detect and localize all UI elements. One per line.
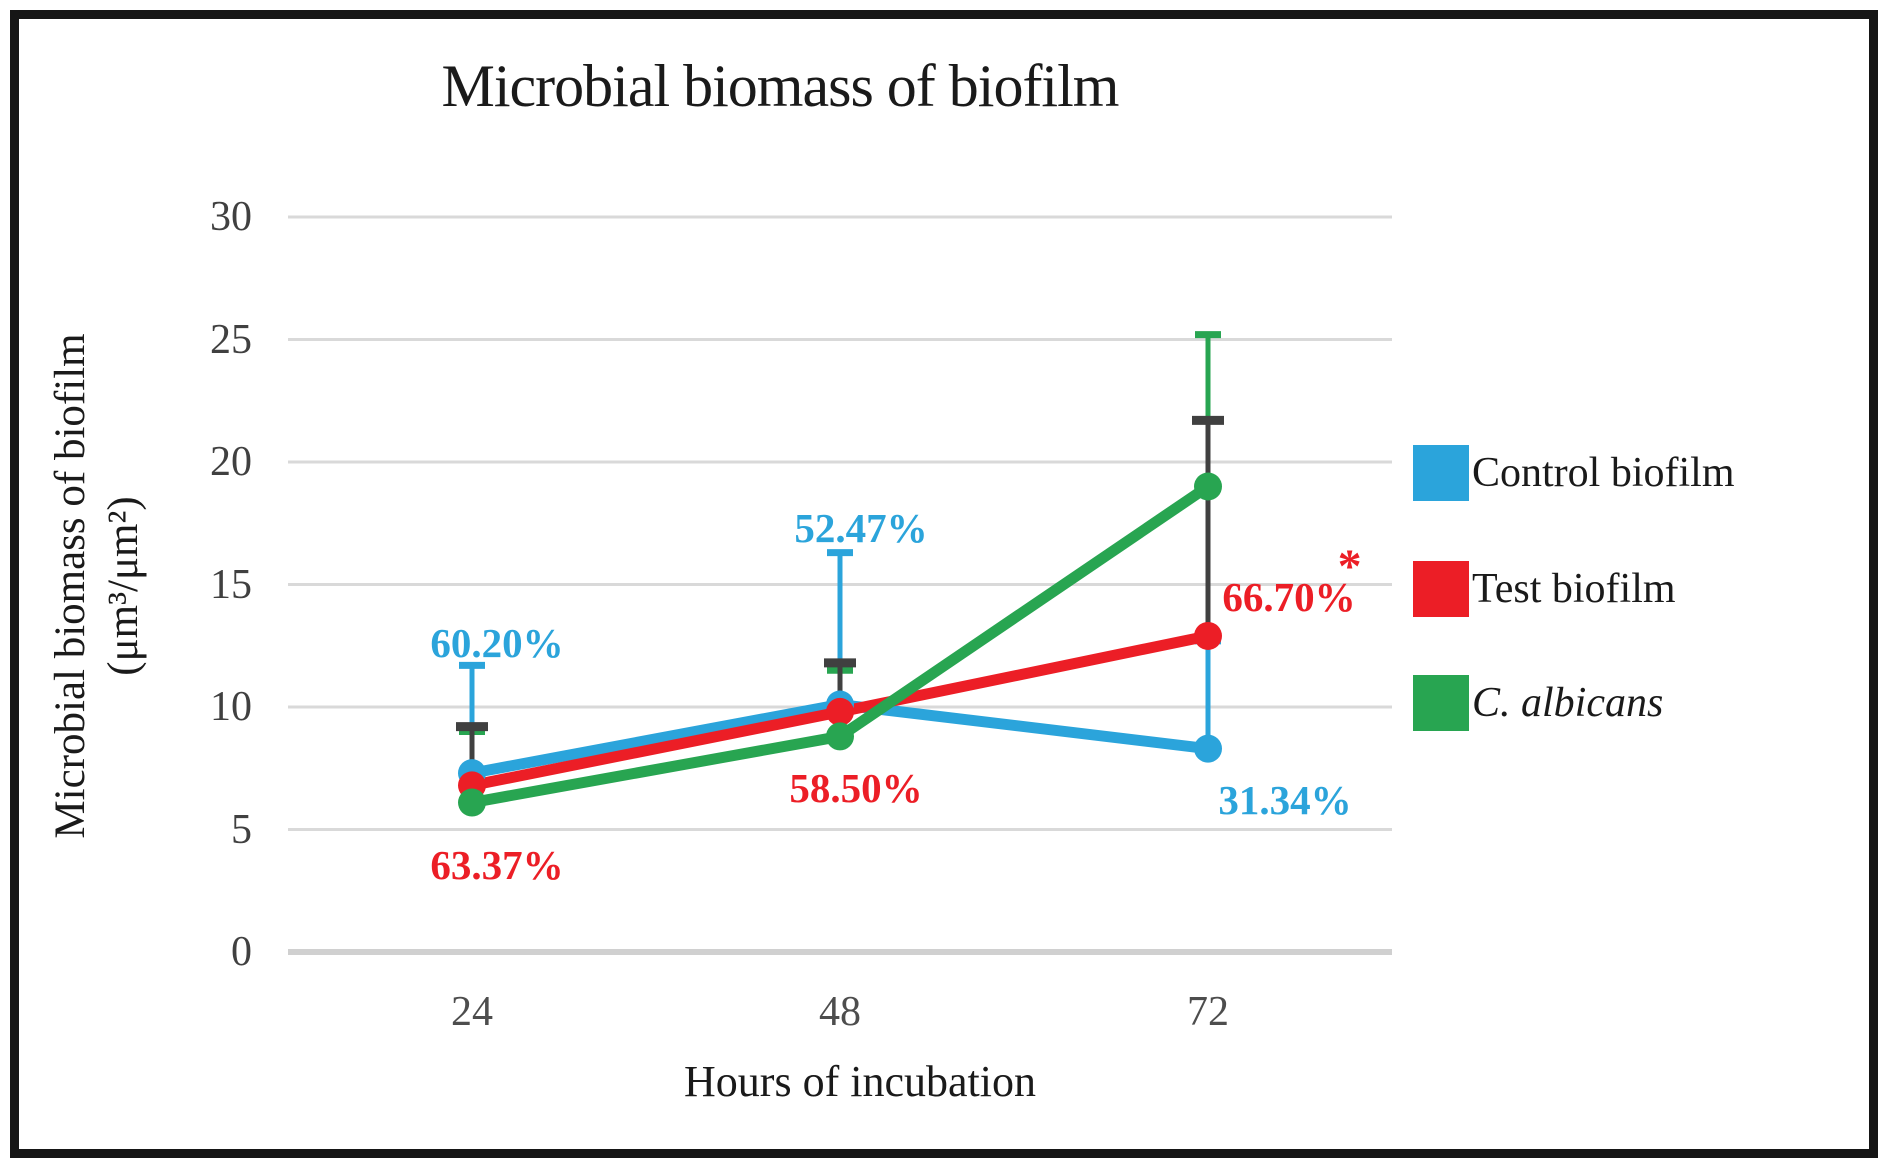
data-label-31.34pct: 31.34% xyxy=(1218,777,1352,824)
data-label-60.20pct: 60.20% xyxy=(430,620,564,667)
legend-label: Control biofilm xyxy=(1472,450,1735,496)
y-tick-label: 0 xyxy=(231,929,252,975)
chart-title: Microbial biomass of biofilm xyxy=(441,53,1120,119)
y-tick-label: 15 xyxy=(210,561,252,608)
x-tick-label: 72 xyxy=(1187,989,1229,1035)
legend-item-c-albicans: C. albicans xyxy=(1413,675,1663,731)
y-tick-label: 25 xyxy=(210,316,252,363)
y-tick-label: 20 xyxy=(210,439,252,485)
x-tick-label: 24 xyxy=(451,989,493,1035)
data-label-52.47pct: 52.47% xyxy=(794,505,928,552)
y-tick-label: 30 xyxy=(210,194,252,240)
data-point-marker xyxy=(826,697,854,726)
x-tick-label: 48 xyxy=(819,989,861,1035)
data-point-marker xyxy=(458,788,486,817)
legend-swatch xyxy=(1413,445,1469,501)
legend-label: C. albicans xyxy=(1472,680,1664,726)
data-point-marker xyxy=(1194,472,1222,501)
data-label-63.37pct: 63.37% xyxy=(430,842,564,889)
data-point-marker xyxy=(826,722,854,751)
legend-item-test-biofilm: Test biofilm xyxy=(1413,561,1676,617)
legend-swatch xyxy=(1413,675,1469,731)
data-label-58.50pct: 58.50% xyxy=(789,764,923,811)
legend-label: Test biofilm xyxy=(1472,566,1676,612)
y-tick-label: 10 xyxy=(210,684,252,730)
y-tick-label: 5 xyxy=(231,806,252,853)
legend-item-control-biofilm: Control biofilm xyxy=(1413,445,1735,501)
legend-swatch xyxy=(1413,561,1469,617)
data-label-66.70pct: 66.70% * xyxy=(1222,539,1362,620)
x-axis-title: Hours of incubation xyxy=(684,1057,1036,1106)
data-point-marker xyxy=(1194,734,1222,763)
significance-asterisk: * xyxy=(1337,539,1362,593)
data-point-marker xyxy=(1194,621,1222,650)
